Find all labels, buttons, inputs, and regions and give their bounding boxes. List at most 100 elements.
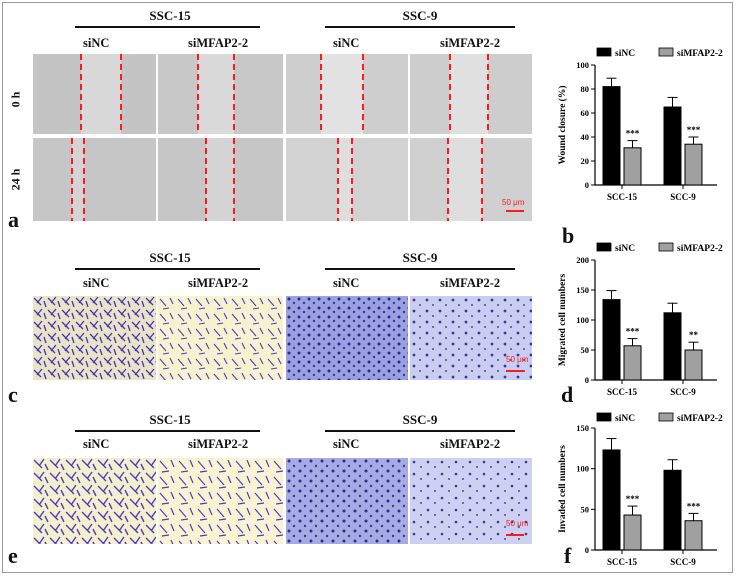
x-tick-label: SCC-9 (670, 387, 696, 397)
panel-letter-d: d (561, 382, 574, 407)
group-title-ssc15-a: SSC-15 (149, 8, 191, 23)
y-axis-label: Wound closure (%) (557, 85, 568, 164)
wound-image-ssc15-simfap2-24h (158, 138, 283, 221)
x-tick-label: SCC-9 (670, 557, 696, 567)
col-label-sinc: siNC (83, 276, 110, 290)
legend-swatch (596, 47, 612, 57)
panel-letter-c: c (8, 382, 18, 407)
group-title-ssc9-a: SSC-9 (402, 8, 438, 23)
legend-swatch (658, 412, 674, 422)
y-tick-label: 100 (576, 315, 589, 325)
y-tick-label: 80 (581, 84, 590, 94)
legend-label: siMFAP2-2 (677, 414, 723, 424)
group-title-ssc15-e: SSC-15 (149, 412, 191, 427)
y-tick-label: 20 (581, 156, 590, 166)
legend-swatch (658, 242, 674, 252)
bar-sinc-scc-15 (602, 86, 621, 186)
y-tick-label: 200 (576, 255, 589, 265)
bar-simfap2-2-scc-9 (684, 520, 703, 551)
y-tick-label: 50 (581, 504, 590, 514)
wound-image-ssc9-simfap2-0h (410, 54, 532, 134)
wound-image-ssc9-simfap2-24h: 50 μm (410, 138, 532, 221)
col-label-simfap2: siMFAP2-2 (440, 276, 501, 290)
wound-image-ssc15-simfap2-0h (158, 54, 283, 134)
invasion-image-ssc15-sinc (33, 458, 156, 544)
wound-image-ssc15-sinc-24h (33, 138, 156, 221)
legend-swatch (596, 412, 612, 422)
legend-swatch (596, 242, 612, 252)
x-tick-label: SCC-15 (607, 387, 638, 397)
group-rule (325, 26, 515, 28)
group-title-ssc9-c: SSC-9 (402, 250, 438, 265)
panel-letter-e: e (8, 543, 18, 568)
col-label-sinc: siNC (333, 276, 360, 290)
invasion-image-ssc9-sinc (286, 458, 408, 544)
legend-label: siNC (615, 49, 635, 59)
x-tick-label: SCC-15 (607, 557, 638, 567)
significance-label: *** (626, 129, 640, 139)
significance-label: *** (626, 494, 640, 504)
invasion-image-ssc15-simfap2 (158, 458, 283, 544)
panel-letter-b: b (562, 223, 575, 248)
significance-label: *** (626, 327, 640, 337)
col-label-sinc: siNC (83, 36, 110, 50)
panel-letter-f: f (564, 543, 572, 568)
col-label-simfap2: siMFAP2-2 (440, 437, 501, 451)
group-rule (75, 430, 260, 432)
bar-sinc-scc-9 (663, 106, 682, 186)
significance-label: ** (689, 330, 699, 340)
migration-image-ssc9-simfap2: 50 μm (410, 296, 532, 380)
y-tick-label: 150 (576, 285, 589, 295)
bar-simfap2-2-scc-15 (623, 147, 642, 186)
group-rule (75, 26, 260, 28)
migration-image-ssc9-sinc (286, 296, 408, 380)
group-title-ssc9-e: SSC-9 (402, 412, 438, 427)
group-title-ssc15-c: SSC-15 (149, 250, 191, 265)
col-label-simfap2: siMFAP2-2 (440, 36, 501, 50)
wound-image-ssc9-sinc-24h (286, 138, 408, 221)
legend-label: siNC (615, 244, 635, 254)
chart-migrated-cells: siNC siMFAP2-2 0 50 100 150 200 Migrated cell n… (558, 242, 723, 397)
col-label-sinc: siNC (333, 36, 360, 50)
wound-image-ssc15-sinc-0h (33, 54, 156, 134)
significance-label: *** (687, 501, 701, 511)
x-tick-label: SCC-15 (607, 192, 638, 202)
scale-bar-label: 50 μm (506, 519, 529, 528)
group-rule (325, 268, 515, 270)
bar-sinc-scc-15 (602, 449, 621, 551)
panel-letter-a: a (8, 207, 19, 232)
col-label-sinc: siNC (333, 437, 360, 451)
legend-swatch (658, 47, 674, 57)
y-axis-label: Invaded cell numbers (558, 445, 568, 533)
time-label-24h: 24 h (8, 168, 23, 191)
legend-label: siMFAP2-2 (677, 244, 723, 254)
col-label-simfap2: siMFAP2-2 (188, 276, 249, 290)
y-tick-label: 0 (585, 375, 589, 385)
wound-image-ssc9-sinc-0h (286, 54, 408, 134)
y-tick-label: 100 (576, 60, 589, 70)
time-label-0h: 0 h (8, 91, 23, 108)
y-tick-label: 60 (581, 108, 590, 118)
y-tick-label: 150 (576, 423, 589, 433)
col-label-simfap2: siMFAP2-2 (188, 437, 249, 451)
scale-bar-label: 50 μm (506, 355, 529, 364)
bar-simfap2-2-scc-15 (623, 514, 642, 551)
col-label-simfap2: siMFAP2-2 (188, 36, 249, 50)
migration-image-ssc15-simfap2 (158, 296, 283, 380)
invasion-image-ssc9-simfap2: 50 μm (410, 458, 532, 544)
y-tick-label: 50 (581, 345, 590, 355)
significance-label: *** (687, 125, 701, 135)
x-tick-label: SCC-9 (670, 192, 696, 202)
legend-label: siMFAP2-2 (677, 49, 723, 59)
bar-sinc-scc-9 (663, 469, 682, 551)
y-tick-label: 100 (576, 464, 589, 474)
group-rule (325, 430, 515, 432)
bar-sinc-scc-15 (602, 299, 621, 381)
bar-simfap2-2-scc-9 (684, 349, 703, 381)
y-axis-label: Migrated cell numbers (558, 274, 568, 367)
chart-invaded-cells: siNC siMFAP2-2 0 50 100 150 Invaded cell numbe… (558, 412, 723, 567)
chart-wound-closure: siNC siMFAP2-2 0 20 40 60 80 100 Wound closure (… (557, 47, 723, 202)
migration-image-ssc15-sinc (33, 296, 156, 380)
y-tick-label: 40 (581, 132, 590, 142)
